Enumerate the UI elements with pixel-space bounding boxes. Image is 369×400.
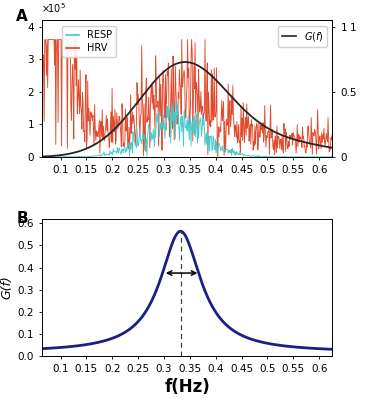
Text: 1: 1 <box>349 23 356 33</box>
Y-axis label: G(f): G(f) <box>0 276 13 299</box>
Text: A: A <box>16 9 28 24</box>
Legend: RESP, HRV: RESP, HRV <box>62 26 116 57</box>
Legend: $G(f)$: $G(f)$ <box>278 26 327 47</box>
Text: B: B <box>16 211 28 226</box>
X-axis label: f(Hz): f(Hz) <box>165 378 210 396</box>
Text: $\times\!10^5$: $\times\!10^5$ <box>41 1 66 14</box>
